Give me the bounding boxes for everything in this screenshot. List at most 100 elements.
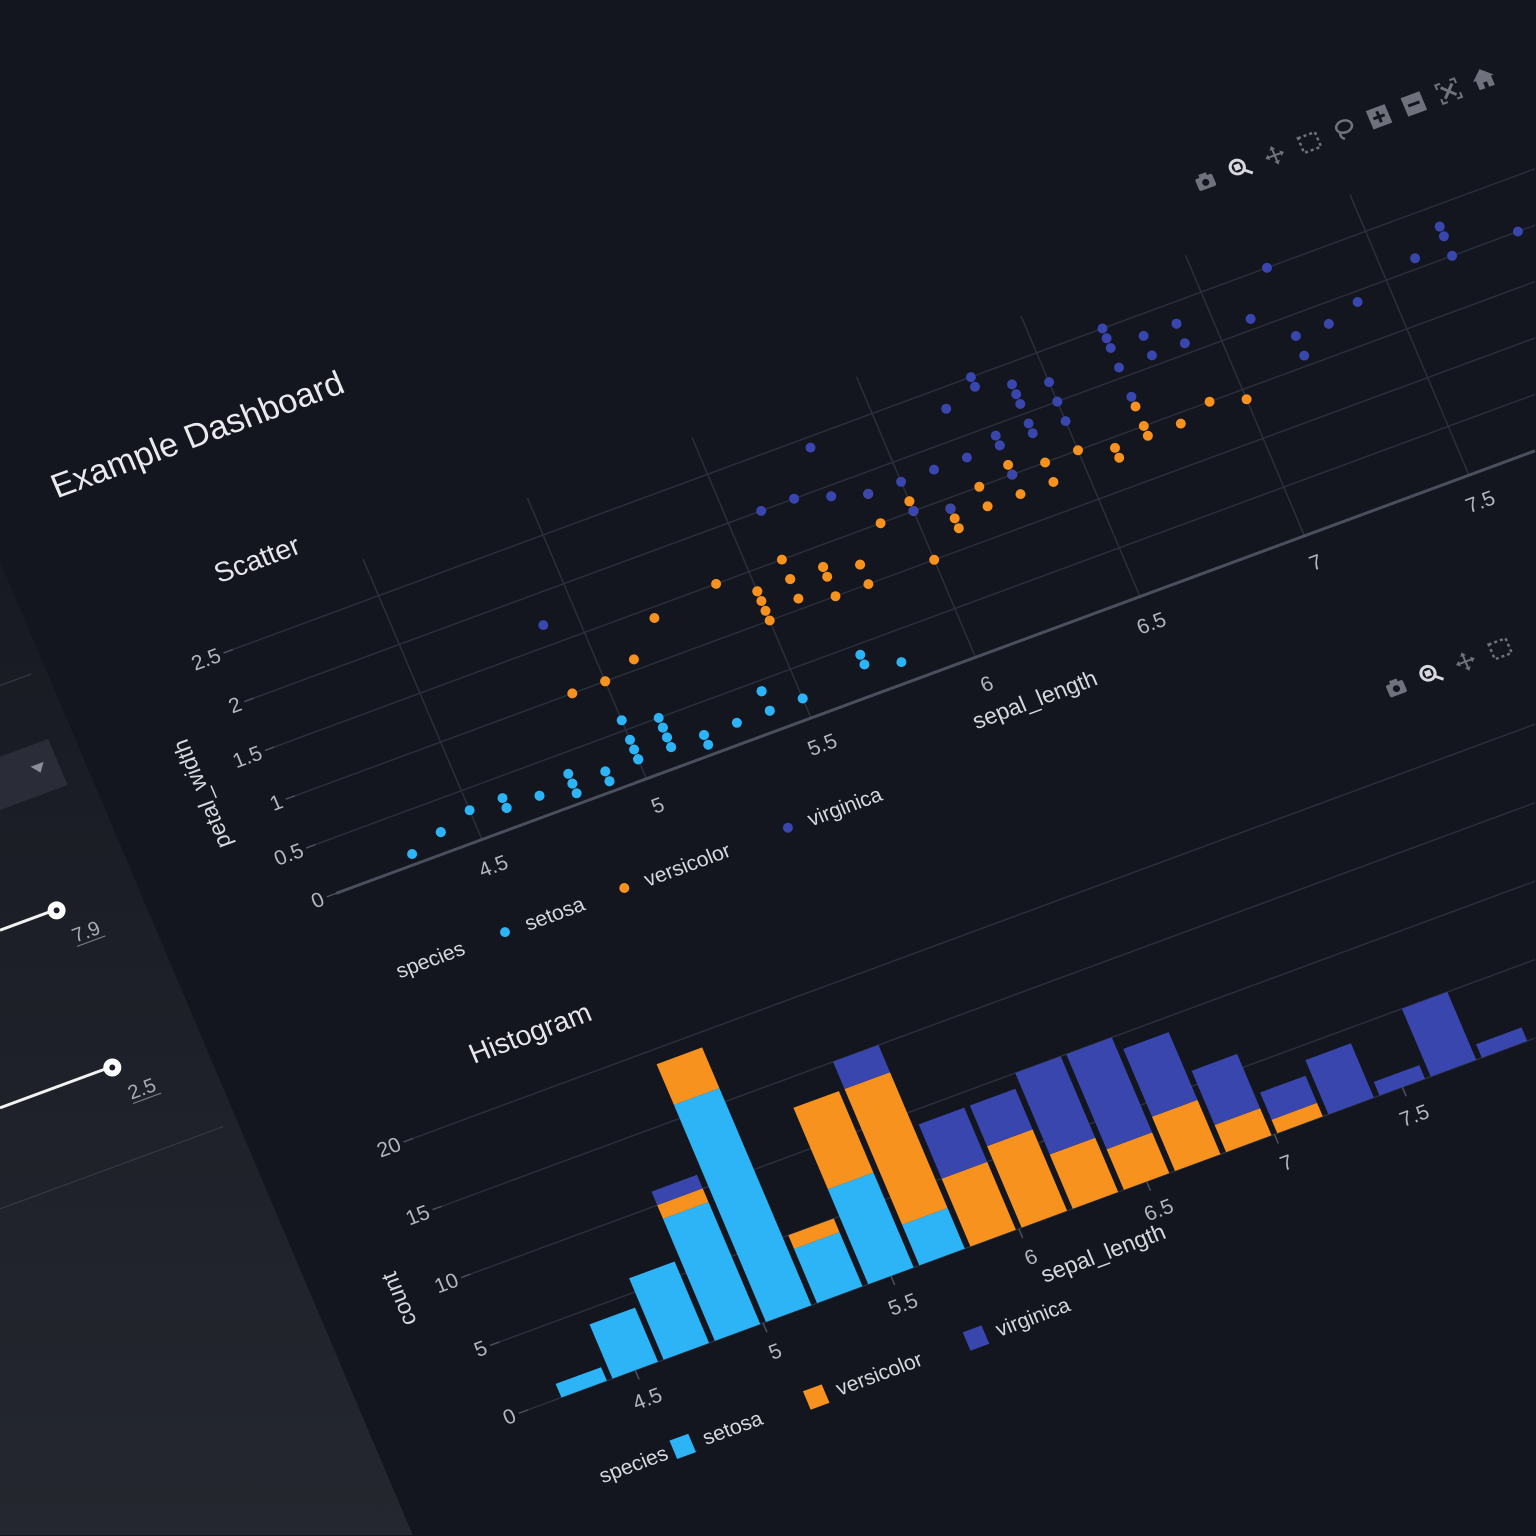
histogram-bar-setosa	[794, 1232, 863, 1304]
box-select-icon[interactable]	[1486, 636, 1514, 661]
y-tick	[305, 843, 316, 849]
scatter-point-setosa	[600, 766, 611, 777]
autoscale-icon[interactable]	[1433, 77, 1464, 106]
scatter-point-versicolor	[628, 654, 639, 665]
scatter-point-setosa	[497, 793, 508, 804]
scatter-point-virginica	[1138, 330, 1149, 341]
histogram-bar-virginica	[1476, 1027, 1528, 1058]
sidebar	[0, 561, 413, 1535]
histogram-bar-virginica	[1401, 992, 1477, 1077]
x-tick	[1018, 1228, 1024, 1239]
y-tick-label: 1	[267, 791, 287, 816]
scatter-point-virginica	[896, 476, 907, 487]
scatter-point-versicolor	[567, 688, 578, 699]
y-tick-label: 2	[225, 693, 245, 718]
scatter-point-virginica	[1007, 379, 1017, 390]
y-gridline	[335, 449, 1536, 895]
scatter-point-virginica	[945, 503, 956, 514]
scatter-title: Scatter	[209, 530, 304, 589]
legend-item-versicolor[interactable]: versicolor	[833, 1348, 926, 1400]
scatter-point-versicolor	[776, 554, 787, 565]
scatter-point-versicolor	[949, 513, 960, 524]
scatter-point-versicolor	[785, 574, 796, 585]
histogram-bar-versicolor	[1214, 1108, 1272, 1153]
background-layer	[0, 561, 413, 1535]
zoom-out-icon[interactable]	[1400, 91, 1428, 117]
histogram-bar-setosa	[902, 1207, 965, 1266]
scatter-point-virginica	[1052, 396, 1063, 407]
y-tick-label: 1.5	[229, 742, 265, 773]
x-tick	[1401, 1086, 1407, 1097]
legend-item-virginica[interactable]: virginica	[992, 1294, 1074, 1342]
scatter-point-virginica	[970, 381, 980, 392]
scatter-point-setosa	[604, 776, 615, 787]
home-icon[interactable]	[1469, 65, 1497, 91]
x-tick-label: 7	[1306, 550, 1326, 575]
x-tick-label: 4.5	[475, 851, 511, 882]
histogram-bar-versicolor	[656, 1047, 720, 1105]
scatter-point-setosa	[859, 659, 870, 670]
box-select-icon[interactable]	[1296, 130, 1323, 155]
scatter-point-versicolor	[1110, 442, 1120, 453]
x-gridline	[362, 558, 483, 840]
scatter-point-virginica	[805, 442, 816, 453]
legend-item-versicolor[interactable]: versicolor	[641, 839, 734, 891]
y-tick	[264, 746, 275, 752]
scatter-point-setosa	[653, 712, 664, 723]
slider-track-2[interactable]	[0, 1065, 112, 1110]
scatter-point-versicolor	[1130, 401, 1141, 412]
scatter-point-virginica	[1126, 391, 1137, 402]
x-tick	[1145, 1181, 1152, 1191]
scatter-point-virginica	[1011, 389, 1022, 400]
scatter-point-virginica	[990, 430, 1001, 441]
scatter-point-virginica	[1027, 428, 1038, 439]
y-tick	[326, 892, 337, 898]
slider-track-1[interactable]	[0, 908, 56, 932]
zoom-icon[interactable]	[1228, 156, 1254, 179]
scatter-point-virginica	[1262, 262, 1272, 273]
histogram-bar-versicolor	[1271, 1102, 1323, 1134]
scatter-point-versicolor	[904, 496, 915, 507]
pan-icon[interactable]	[1261, 143, 1288, 168]
scatter-point-virginica	[826, 491, 837, 502]
species-dropdown[interactable]	[0, 739, 68, 810]
lasso-icon[interactable]	[1334, 118, 1356, 141]
scatter-point-versicolor	[600, 676, 611, 687]
legend-item-setosa[interactable]: setosa	[521, 893, 588, 936]
scatter-point-setosa	[764, 705, 775, 716]
scatter-modebar	[1194, 65, 1497, 192]
legend-item-setosa[interactable]: setosa	[699, 1407, 766, 1450]
scatter-point-virginica	[756, 505, 767, 516]
page-title: Example Dashboard	[45, 364, 349, 506]
scatter-point-versicolor	[982, 501, 993, 512]
histogram-bar-versicolor	[788, 1218, 840, 1249]
scatter-point-virginica	[1512, 226, 1523, 237]
scatter-point-setosa	[731, 717, 742, 728]
zoom-in-icon[interactable]	[1365, 104, 1393, 130]
legend-item-virginica[interactable]: virginica	[804, 783, 886, 831]
scatter-point-setosa	[567, 778, 578, 789]
scatter-point-setosa	[629, 744, 640, 755]
y-tick-label: 20	[374, 1133, 405, 1162]
scatter-point-versicolor	[752, 586, 763, 597]
scatter-point-virginica	[1097, 323, 1108, 334]
scatter-point-virginica	[1299, 350, 1310, 361]
y-gridline	[315, 393, 1536, 846]
y-gridline	[274, 280, 1536, 748]
zoom-icon[interactable]	[1419, 663, 1445, 686]
scatter-point-setosa	[896, 657, 907, 668]
histogram-bar-versicolor	[1152, 1099, 1221, 1171]
camera-icon[interactable]	[1194, 171, 1217, 192]
histogram-bar-versicolor	[657, 1188, 709, 1219]
y-gridline	[294, 337, 1536, 797]
x-tick-label: 6.5	[1133, 608, 1169, 639]
legend-marker-virginica	[962, 1325, 990, 1351]
scatter-point-virginica	[1023, 418, 1034, 429]
y-gridline	[470, 880, 1536, 1275]
charts-layer: 4.555.566.577.500.511.522.5sepal_lengthp…	[167, 168, 1536, 1488]
camera-icon[interactable]	[1384, 677, 1407, 698]
scatter-point-virginica	[1101, 333, 1112, 344]
scatter-point-setosa	[616, 715, 627, 726]
scatter-point-versicolor	[875, 518, 886, 529]
pan-icon[interactable]	[1452, 649, 1479, 674]
